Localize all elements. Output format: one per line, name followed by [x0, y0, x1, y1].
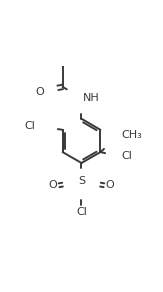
- Text: O: O: [105, 180, 114, 190]
- Text: O: O: [36, 86, 44, 97]
- Text: Cl: Cl: [122, 152, 132, 161]
- Text: O: O: [49, 180, 58, 190]
- Text: Cl: Cl: [76, 207, 87, 217]
- Text: Cl: Cl: [24, 121, 35, 131]
- Text: S: S: [78, 176, 85, 186]
- Text: NH: NH: [83, 93, 100, 103]
- Text: CH₃: CH₃: [122, 130, 142, 140]
